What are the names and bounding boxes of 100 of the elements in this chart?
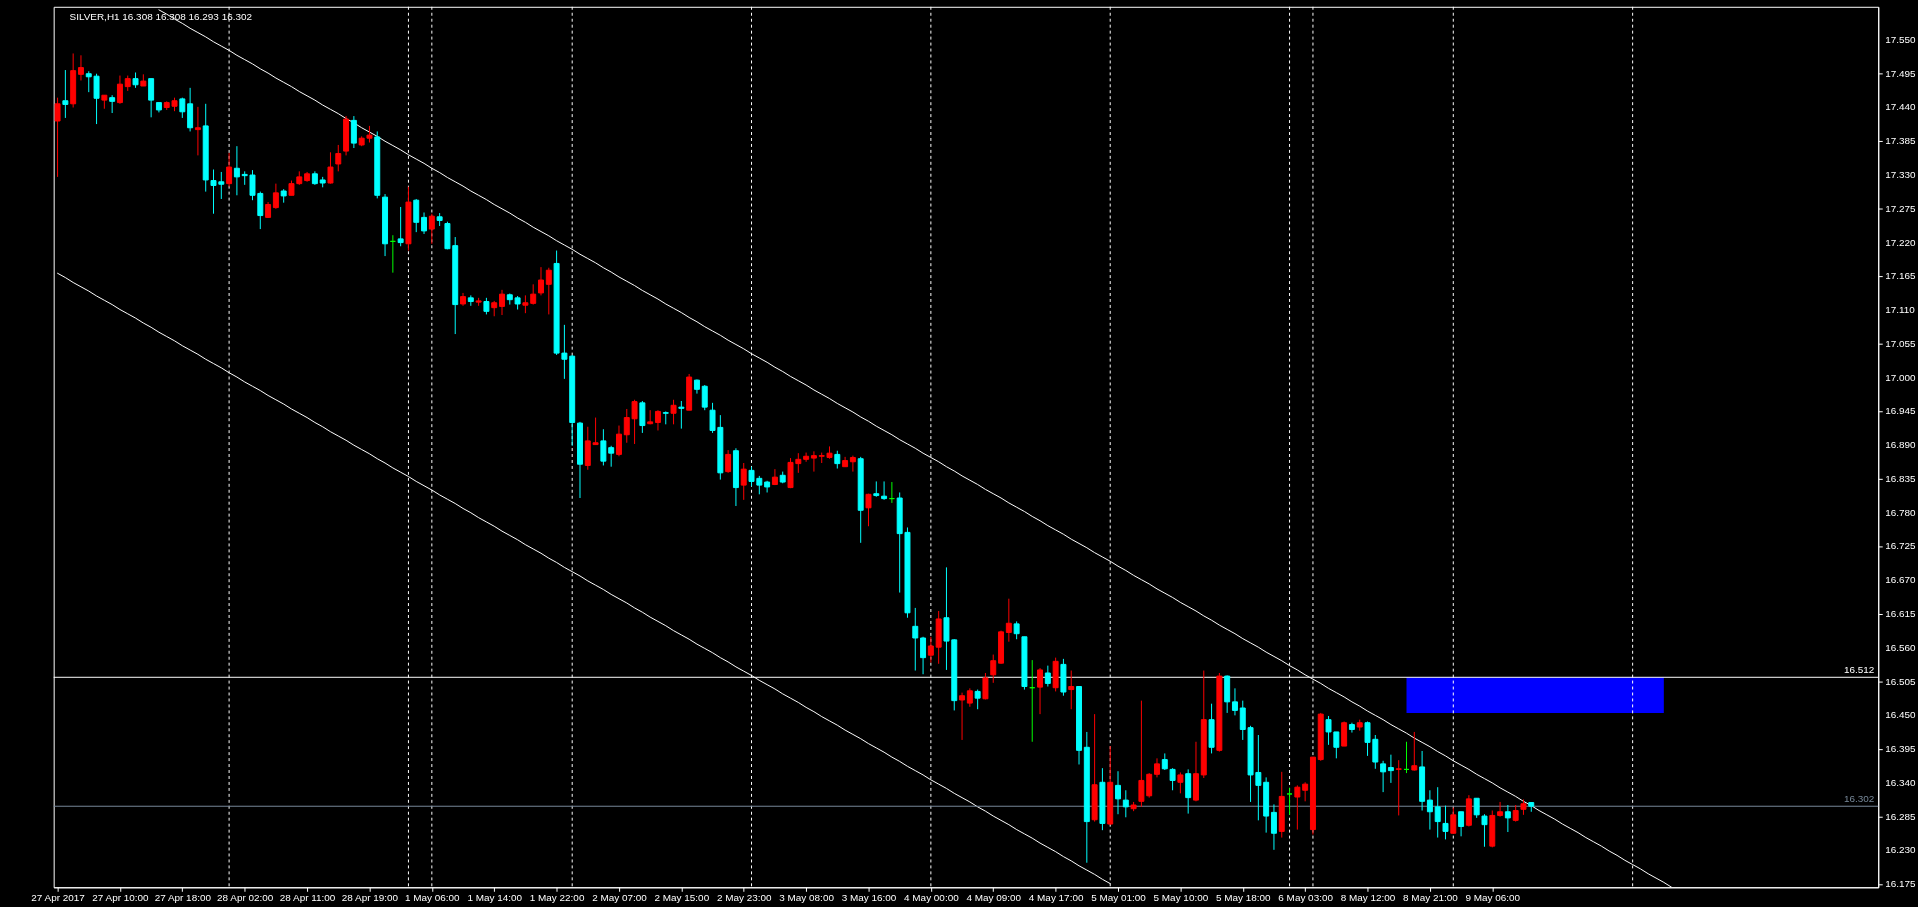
- candlestick: [1286, 787, 1293, 816]
- candlestick: [272, 183, 279, 210]
- y-tick-label: 17.275: [1885, 202, 1917, 214]
- x-tick-label: 28 Apr 11:00: [279, 891, 336, 903]
- y-tick-label: 16.670: [1885, 574, 1917, 586]
- y-tick-label: 17.330: [1885, 169, 1917, 181]
- candlestick: [1411, 731, 1418, 772]
- candlestick: [1169, 767, 1176, 791]
- candlestick: [1434, 786, 1441, 839]
- candlestick: [545, 267, 552, 315]
- candlestick: [1270, 803, 1277, 851]
- x-tick-label: 2 May 07:00: [592, 891, 648, 903]
- candlestick: [1387, 754, 1394, 784]
- y-tick-label: 17.495: [1885, 67, 1917, 79]
- candlestick: [1115, 770, 1121, 815]
- candlestick: [1154, 757, 1160, 778]
- candlestick: [1294, 784, 1301, 831]
- candlestick: [233, 145, 240, 196]
- candlestick: [1005, 598, 1012, 643]
- y-tick-label: 17.000: [1885, 371, 1917, 383]
- candlestick: [421, 211, 428, 235]
- candlestick: [1458, 811, 1465, 837]
- candlestick: [701, 384, 708, 411]
- x-tick-label: 2 May 15:00: [654, 891, 710, 903]
- y-tick-label: 16.890: [1885, 439, 1917, 451]
- candlestick: [920, 636, 927, 675]
- candlestick: [187, 87, 194, 132]
- candlestick: [959, 692, 966, 741]
- candlestick: [670, 399, 677, 425]
- x-tick-label: 5 May 10:00: [1153, 891, 1209, 903]
- y-tick-label: 16.835: [1885, 472, 1917, 484]
- x-tick-label: 28 Apr 19:00: [341, 891, 399, 903]
- x-tick-label: 4 May 00:00: [904, 891, 960, 903]
- candlestick: [1302, 781, 1309, 802]
- y-tick-label: 17.550: [1885, 33, 1917, 45]
- candlestick: [148, 78, 155, 118]
- candlestick: [350, 115, 357, 149]
- candlestick: [654, 409, 661, 431]
- y-tick-label: 16.945: [1885, 405, 1917, 417]
- candlestick: [849, 455, 856, 473]
- candlestick: [982, 672, 989, 700]
- x-tick-label: 1 May 06:00: [405, 891, 461, 903]
- x-tick-label: 1 May 22:00: [529, 891, 585, 903]
- candlestick: [725, 449, 732, 474]
- x-tick-label: 28 Apr 02:00: [217, 891, 274, 903]
- y-tick-label: 17.220: [1885, 236, 1917, 248]
- y-tick-label: 17.385: [1885, 135, 1917, 147]
- y-tick-label: 16.395: [1885, 743, 1917, 755]
- ref-line-label: 16.512: [1843, 664, 1875, 676]
- candlestick: [499, 289, 505, 316]
- candlestick: [62, 69, 69, 119]
- x-tick-label: 27 Apr 10:00: [92, 891, 150, 903]
- x-tick-label: 1 May 14:00: [467, 891, 523, 903]
- x-tick-label: 9 May 06:00: [1465, 891, 1521, 903]
- y-tick-label: 16.505: [1885, 675, 1917, 687]
- y-tick-label: 17.440: [1885, 101, 1917, 113]
- candlestick: [1395, 759, 1402, 816]
- candlestick: [1231, 687, 1238, 716]
- candlestick: [912, 607, 919, 672]
- y-tick-label: 16.285: [1885, 810, 1917, 822]
- candlestick: [54, 97, 61, 178]
- y-tick-label: 16.780: [1885, 506, 1917, 518]
- candlestick: [615, 425, 622, 457]
- candlestick: [803, 452, 810, 463]
- x-tick-label: 2 May 23:00: [716, 891, 773, 903]
- candlestick: [327, 151, 334, 185]
- y-tick-label: 16.615: [1885, 608, 1917, 620]
- candlestick: [865, 493, 872, 527]
- candlestick: [881, 480, 888, 501]
- y-tick-label: 17.110: [1885, 304, 1916, 316]
- candlestick: [1068, 670, 1075, 710]
- candlestick: [1177, 771, 1184, 794]
- y-tick-label: 16.340: [1885, 776, 1917, 788]
- candlestick: [194, 106, 201, 156]
- x-tick-label: 27 Apr 2017: [31, 891, 86, 903]
- candlestick: [335, 144, 342, 172]
- candlestick: [1504, 804, 1511, 833]
- candlestick: [109, 94, 116, 114]
- candlestick: [116, 75, 123, 105]
- candlestick: [639, 400, 646, 434]
- x-tick-label: 6 May 03:00: [1278, 891, 1334, 903]
- candlestick: [1426, 789, 1433, 831]
- y-tick-label: 16.175: [1885, 878, 1917, 890]
- candlestick: [77, 54, 84, 81]
- candlestick: [1341, 721, 1348, 747]
- candlestick: [678, 400, 685, 430]
- candlestick: [413, 198, 420, 233]
- y-tick-label: 16.230: [1885, 844, 1917, 856]
- candlestick: [810, 450, 817, 473]
- y-tick-label: 17.165: [1885, 270, 1917, 282]
- candlestick: [1473, 797, 1480, 819]
- candlestick: [226, 152, 233, 188]
- candlestick: [397, 206, 404, 247]
- x-tick-label: 4 May 09:00: [966, 891, 1022, 903]
- x-tick-label: 5 May 01:00: [1091, 891, 1147, 903]
- y-tick-label: 16.560: [1885, 641, 1917, 653]
- y-tick-label: 16.725: [1885, 540, 1917, 552]
- x-tick-label: 8 May 21:00: [1403, 891, 1459, 903]
- candlestick: [927, 636, 934, 664]
- x-tick-label: 3 May 08:00: [779, 891, 835, 903]
